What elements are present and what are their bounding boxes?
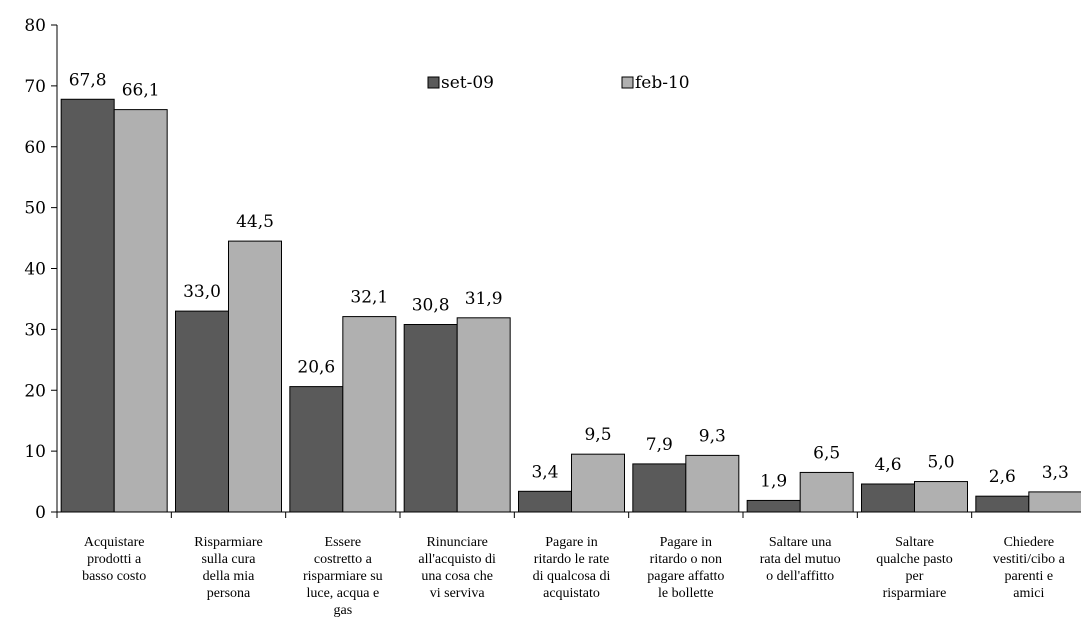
- x-category-label-line: parenti e: [1005, 569, 1054, 584]
- x-category-label-line: persona: [207, 586, 251, 601]
- bar-feb-10: [914, 481, 968, 513]
- data-label-set-09: 33,0: [183, 282, 221, 302]
- bar-set-09: [175, 310, 229, 513]
- x-category-label-line: Saltare una: [769, 535, 832, 550]
- x-category-label-line: Chiedere: [1004, 535, 1055, 550]
- y-tick-label: 60: [24, 138, 46, 158]
- data-label-feb-10: 66,1: [122, 81, 160, 101]
- x-category-label-line: Pagare in: [545, 535, 597, 550]
- data-label-set-09: 67,8: [69, 70, 107, 90]
- x-category-label: Pagare in ritardo o non pagare affatto le b…: [647, 535, 724, 601]
- x-category-label-line: all'acquisto di: [418, 552, 496, 567]
- x-category-label: Pagare in ritardo le rate di qualcosa di ac…: [533, 535, 611, 601]
- bar-set-09: [518, 490, 572, 513]
- data-label-feb-10: 9,5: [584, 425, 611, 445]
- x-category-label-line: vi serviva: [430, 586, 486, 601]
- x-category-label-line: acquistato: [543, 586, 600, 601]
- data-label-set-09: 1,9: [760, 471, 787, 491]
- legend-swatch-feb-10: [621, 76, 634, 89]
- legend-label-set-09: set-09: [441, 73, 494, 93]
- x-category-label: Saltare una rata del mutuo o dell'affitto: [760, 535, 841, 584]
- x-category-label-line: ritardo le rate: [534, 552, 609, 567]
- x-category-label-line: le bollette: [658, 586, 714, 601]
- data-label-set-09: 30,8: [412, 296, 450, 316]
- x-category-label: Risparmiare sulla cura della mia persona: [194, 535, 262, 601]
- data-label-feb-10: 3,3: [1042, 463, 1069, 483]
- x-category-label: Essere costretto a risparmiare su luce, acq…: [303, 535, 383, 618]
- bar-set-09: [975, 495, 1030, 513]
- x-category-label-line: Saltare: [895, 535, 934, 550]
- bar-feb-10: [1028, 491, 1081, 513]
- data-label-feb-10: 31,9: [465, 289, 503, 309]
- data-label-feb-10: 9,3: [699, 426, 726, 446]
- bar-set-09: [403, 324, 458, 513]
- bar-feb-10: [228, 240, 282, 513]
- x-category-label-line: Acquistare: [84, 535, 145, 550]
- data-label-feb-10: 32,1: [350, 288, 388, 308]
- x-category-label-line: ritardo o non: [650, 552, 722, 567]
- x-category-label-line: della mia: [203, 569, 255, 584]
- x-category-label-line: pagare affatto: [647, 569, 724, 584]
- data-labels: 67,8 33,0 20,6 30,8 3,4 7,9 1,9 4,6 2,6 66,1 44,5 3…: [69, 70, 1069, 491]
- x-category-label-line: gas: [333, 603, 352, 618]
- bar-set-09: [632, 463, 687, 513]
- x-category-label: Rinunciare all'acquisto di una cosa che vi …: [418, 535, 496, 601]
- data-label-set-09: 4,6: [874, 455, 901, 475]
- legend-label-feb-10: feb-10: [635, 73, 690, 93]
- x-category-label-line: Essere: [325, 535, 362, 550]
- bar-set-09: [60, 98, 115, 513]
- bar-feb-10: [799, 471, 854, 513]
- y-tick-label: 30: [24, 320, 46, 340]
- x-category-label-line: basso costo: [82, 569, 146, 584]
- x-category-label-line: o dell'affitto: [766, 569, 834, 584]
- x-category-label-line: di qualcosa di: [533, 569, 611, 584]
- data-label-feb-10: 44,5: [236, 212, 274, 232]
- x-category-label-line: Rinunciare: [426, 535, 487, 550]
- bar-feb-10: [456, 317, 511, 513]
- data-label-feb-10: 5,0: [927, 453, 954, 473]
- y-tick-label: 40: [24, 260, 46, 280]
- data-label-set-09: 7,9: [646, 435, 673, 455]
- y-tick-label: 70: [24, 77, 46, 97]
- x-category-label-line: Pagare in: [660, 535, 712, 550]
- legend: set-09 feb-10: [427, 73, 690, 93]
- y-tick-label: 20: [24, 381, 46, 401]
- y-tick-label: 50: [24, 199, 46, 219]
- x-category-label: Saltare qualche pasto per risparmiare: [876, 535, 953, 601]
- bar-feb-10: [113, 109, 168, 513]
- x-category-label-line: qualche pasto: [876, 552, 953, 567]
- x-category-label-line: luce, acqua e: [306, 586, 379, 601]
- data-label-set-09: 2,6: [989, 467, 1016, 487]
- x-category-label-line: per: [906, 569, 924, 584]
- y-tick-label: 80: [24, 16, 46, 36]
- bar-set-09: [746, 499, 801, 513]
- bar-set-09: [289, 386, 344, 513]
- bar-feb-10: [571, 453, 625, 513]
- x-category-label-line: costretto a: [314, 552, 373, 567]
- x-category-label-line: una cosa che: [421, 569, 493, 584]
- x-category-label-line: risparmiare: [883, 586, 947, 601]
- data-label-set-09: 20,6: [297, 358, 335, 378]
- bar-set-09: [861, 483, 915, 513]
- x-category-label-line: Risparmiare: [194, 535, 262, 550]
- x-category-label-line: amici: [1013, 586, 1044, 601]
- data-label-set-09: 3,4: [531, 462, 558, 482]
- x-category-label-line: vestiti/cibo a: [993, 552, 1066, 567]
- x-category-label-line: rata del mutuo: [760, 552, 841, 567]
- data-label-feb-10: 6,5: [813, 443, 840, 463]
- bar-feb-10: [685, 454, 740, 513]
- y-tick-label: 10: [24, 442, 46, 462]
- x-category-label-line: risparmiare su: [303, 569, 383, 584]
- legend-swatch-set-09: [427, 76, 440, 89]
- y-tick-label: 0: [35, 503, 46, 523]
- axes: 0 10 20 30 40 50 60 70 80 Acquistare prodotti a bas…: [24, 16, 1081, 618]
- x-category-label-line: sulla cura: [201, 552, 256, 567]
- x-category-label-line: prodotti a: [87, 552, 142, 567]
- x-category-label: Chiedere vestiti/cibo a parenti e amici: [993, 535, 1066, 601]
- x-category-label: Acquistare prodotti a basso costo: [82, 535, 146, 584]
- bars: [60, 98, 1081, 513]
- bar-feb-10: [342, 316, 397, 513]
